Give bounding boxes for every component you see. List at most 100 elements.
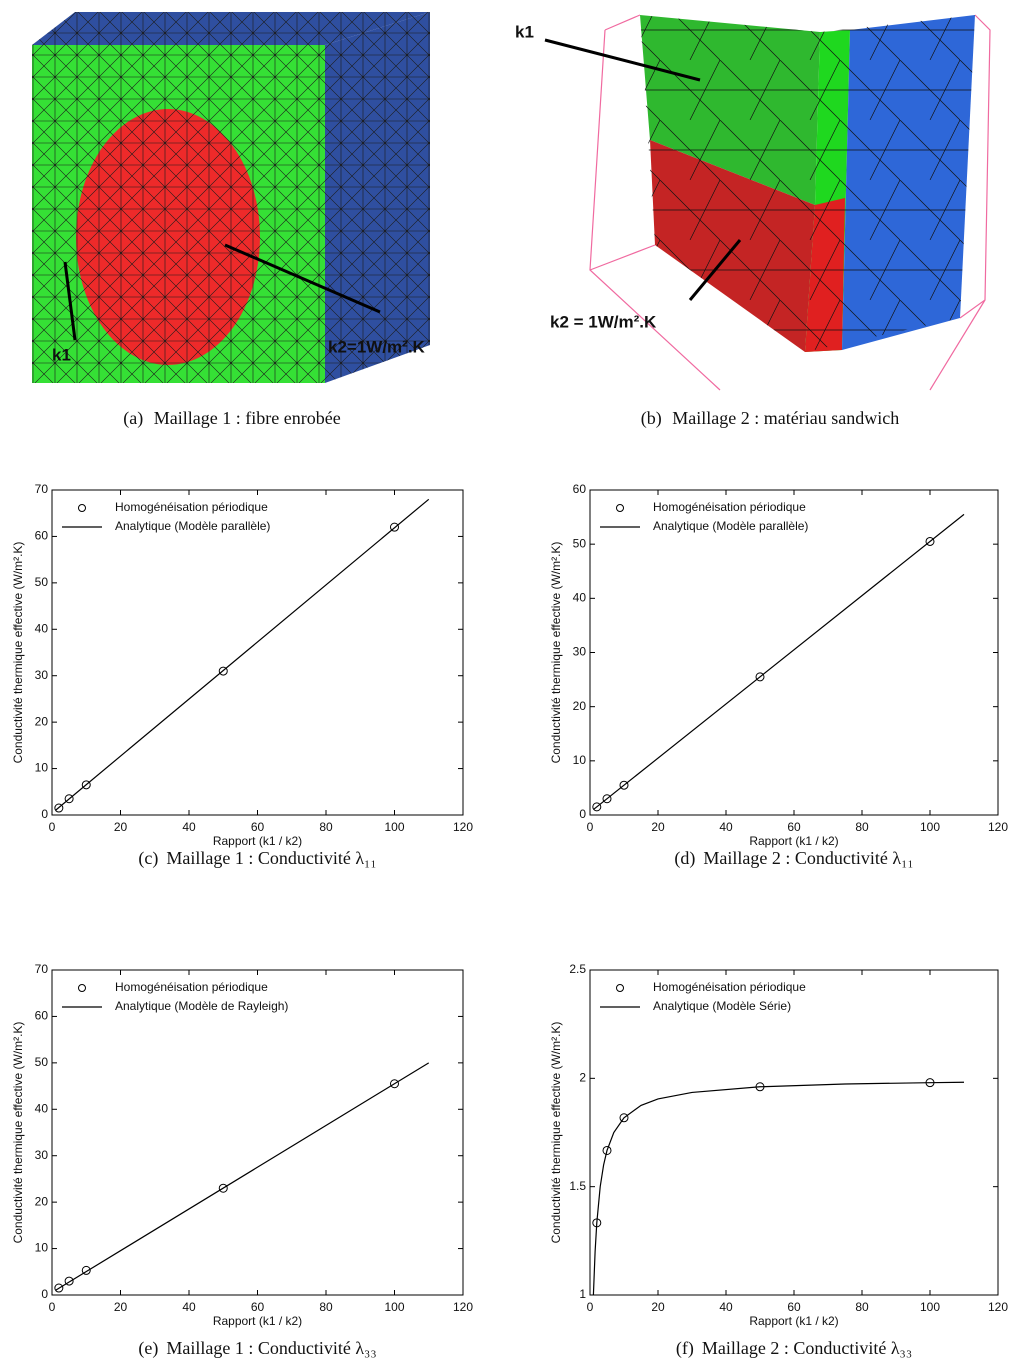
caption-label: (d) bbox=[674, 848, 695, 869]
y-tick-label: 60 bbox=[573, 482, 587, 496]
y-tick-label: 10 bbox=[573, 753, 587, 767]
x-tick-label: 60 bbox=[251, 820, 265, 834]
y-tick-label: 0 bbox=[41, 1287, 48, 1301]
caption: (e) Maillage 1 : Conductivité λ₃₃ bbox=[138, 1338, 376, 1359]
x-tick-label: 120 bbox=[988, 820, 1008, 834]
caption-text: Maillage 1 : Conductivité λ₁₁ bbox=[166, 848, 376, 868]
data-line bbox=[593, 513, 965, 811]
caption-text: Maillage 2 : matériau sandwich bbox=[672, 408, 899, 428]
x-tick-label: 0 bbox=[587, 1300, 594, 1314]
y-axis-label: Conductivité thermique effective (W/m².K… bbox=[549, 542, 563, 764]
y-tick-label: 10 bbox=[35, 761, 49, 775]
annotation: k2=1W/m².K bbox=[328, 337, 426, 356]
x-tick-label: 100 bbox=[920, 820, 940, 834]
y-axis-label: Conductivité thermique effective (W/m².K… bbox=[11, 1022, 25, 1244]
caption-label: (b) bbox=[641, 408, 662, 429]
data-point bbox=[602, 794, 612, 804]
annotation: k2 = 1W/m².K bbox=[550, 312, 657, 331]
x-tick-label: 100 bbox=[384, 1300, 404, 1314]
caption: (a) Maillage 1 : fibre enrobée bbox=[123, 408, 340, 429]
y-tick-label: 1 bbox=[579, 1287, 586, 1301]
plot-frame bbox=[51, 969, 464, 1296]
legend-marker bbox=[78, 984, 86, 992]
y-axis-label: Conductivité thermique effective (W/m².K… bbox=[11, 542, 25, 764]
caption-label: (a) bbox=[123, 408, 143, 429]
x-tick-label: 40 bbox=[719, 820, 733, 834]
y-tick-label: 10 bbox=[35, 1241, 49, 1255]
y-tick-label: 20 bbox=[573, 699, 587, 713]
x-tick-label: 60 bbox=[787, 1300, 801, 1314]
x-tick-label: 120 bbox=[453, 1300, 473, 1314]
legend-marker bbox=[78, 504, 86, 512]
data-line bbox=[55, 1062, 430, 1291]
data-point bbox=[619, 1113, 629, 1123]
x-tick-label: 120 bbox=[453, 820, 473, 834]
legend-marker bbox=[616, 504, 624, 512]
x-tick-label: 80 bbox=[319, 1300, 333, 1314]
plot-frame bbox=[51, 489, 464, 816]
plot-frame bbox=[589, 969, 999, 1296]
data-point bbox=[925, 536, 935, 546]
x-tick-label: 20 bbox=[651, 820, 665, 834]
y-tick-label: 2.5 bbox=[569, 962, 586, 976]
data-point bbox=[81, 1265, 91, 1275]
data-line bbox=[55, 498, 430, 811]
legend-label: Homogénéisation périodique bbox=[115, 500, 268, 514]
y-tick-label: 70 bbox=[35, 962, 49, 976]
legend-label: Homogénéisation périodique bbox=[653, 980, 806, 994]
y-axis-label: Conductivité thermique effective (W/m².K… bbox=[549, 1022, 563, 1244]
legend-label: Homogénéisation périodique bbox=[653, 500, 806, 514]
x-tick-label: 20 bbox=[114, 820, 128, 834]
x-tick-label: 100 bbox=[384, 820, 404, 834]
caption-text: Maillage 2 : Conductivité λ₁₁ bbox=[703, 848, 913, 868]
y-tick-label: 50 bbox=[35, 1055, 49, 1069]
legend-marker bbox=[616, 984, 624, 992]
caption-label: (e) bbox=[138, 1338, 158, 1359]
x-tick-label: 60 bbox=[787, 820, 801, 834]
data-point bbox=[81, 780, 91, 790]
data-point bbox=[390, 522, 399, 532]
x-tick-label: 40 bbox=[719, 1300, 733, 1314]
caption-label: (f) bbox=[676, 1338, 694, 1359]
legend-label: Analytique (Modèle parallèle) bbox=[115, 519, 270, 533]
data-point bbox=[592, 802, 602, 812]
x-tick-label: 80 bbox=[855, 820, 869, 834]
data-point bbox=[54, 1283, 64, 1293]
x-tick-label: 80 bbox=[319, 820, 333, 834]
y-tick-label: 60 bbox=[35, 1009, 49, 1023]
data-line bbox=[592, 1081, 965, 1296]
x-tick-label: 0 bbox=[49, 1300, 56, 1314]
y-tick-label: 0 bbox=[579, 807, 586, 821]
caption-text: Maillage 1 : Conductivité λ₃₃ bbox=[166, 1338, 376, 1358]
x-tick-label: 0 bbox=[587, 820, 594, 834]
y-tick-label: 40 bbox=[573, 591, 587, 605]
plot-frame bbox=[589, 489, 999, 816]
caption-label: (c) bbox=[138, 848, 158, 869]
mesh-image-b: k1 k2 = 1W/m².K bbox=[515, 14, 991, 391]
data-point bbox=[602, 1145, 612, 1155]
y-tick-label: 30 bbox=[35, 668, 49, 682]
x-tick-label: 40 bbox=[182, 1300, 196, 1314]
annotation: k1 bbox=[515, 22, 534, 41]
data-point bbox=[54, 803, 64, 813]
y-tick-label: 20 bbox=[35, 714, 49, 728]
x-tick-label: 40 bbox=[182, 820, 196, 834]
x-tick-label: 100 bbox=[920, 1300, 940, 1314]
x-tick-label: 0 bbox=[49, 820, 56, 834]
x-tick-label: 20 bbox=[651, 1300, 665, 1314]
legend-label: Analytique (Modèle Série) bbox=[653, 999, 791, 1013]
x-axis-label: Rapport (k1 / k2) bbox=[749, 834, 838, 848]
caption-text: Maillage 2 : Conductivité λ₃₃ bbox=[702, 1338, 912, 1358]
legend-label: Analytique (Modèle parallèle) bbox=[653, 519, 808, 533]
y-tick-label: 20 bbox=[35, 1194, 49, 1208]
y-tick-label: 30 bbox=[573, 645, 587, 659]
data-point bbox=[619, 780, 629, 790]
data-point bbox=[64, 794, 74, 804]
y-tick-label: 30 bbox=[35, 1148, 49, 1162]
annotation: k1 bbox=[52, 345, 71, 364]
caption: (c) Maillage 1 : Conductivité λ₁₁ bbox=[138, 848, 376, 869]
x-axis-label: Rapport (k1 / k2) bbox=[213, 834, 302, 848]
caption: (b) Maillage 2 : matériau sandwich bbox=[641, 408, 899, 429]
y-tick-label: 40 bbox=[35, 1101, 49, 1115]
